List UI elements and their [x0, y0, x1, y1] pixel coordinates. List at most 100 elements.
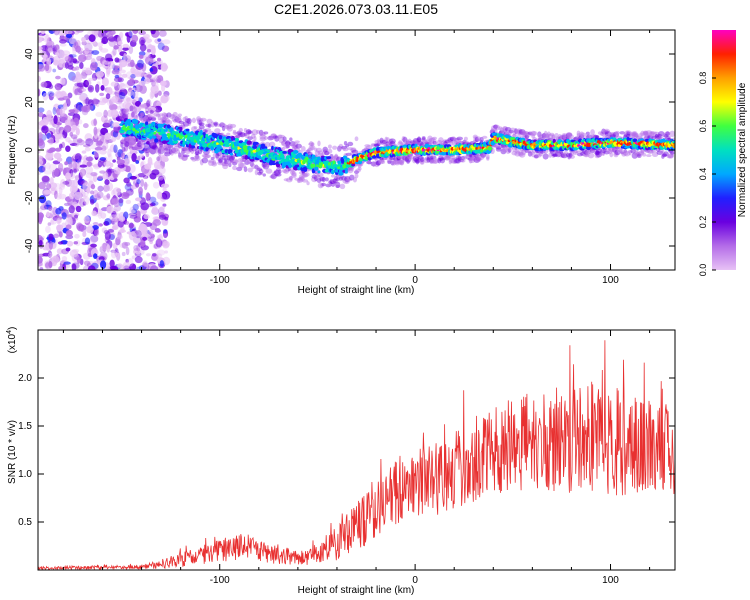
noise-cell	[128, 30, 134, 37]
noise-cell	[156, 235, 162, 239]
noise-cell	[99, 92, 105, 97]
noise-cell	[150, 47, 156, 56]
halo-cell	[176, 116, 181, 124]
noise-cell	[79, 164, 88, 168]
noise-cell	[69, 131, 74, 137]
noise-cell	[94, 146, 103, 151]
halo-cell	[145, 110, 149, 114]
noise-cell	[46, 109, 53, 119]
halo-cell	[258, 168, 264, 174]
halo-cell	[177, 118, 182, 123]
noise-cell	[91, 210, 97, 217]
halo-cell	[225, 155, 232, 161]
halo-cell	[226, 132, 231, 136]
noise-cell	[86, 161, 92, 167]
noise-cell	[47, 47, 54, 53]
noise-cell	[102, 61, 111, 65]
noise-cell	[65, 30, 73, 35]
noise-cell	[117, 41, 123, 46]
halo-cell	[251, 163, 256, 170]
noise-cell	[60, 90, 67, 97]
halo-cell	[246, 159, 251, 164]
noise-cell	[114, 252, 120, 257]
ridge-cell	[185, 128, 190, 132]
halo-cell	[247, 130, 253, 134]
noise-cell	[132, 89, 139, 99]
noise-cell	[145, 253, 151, 257]
noise-cell	[83, 196, 90, 206]
halo-cell	[203, 153, 210, 159]
noise-cell	[99, 170, 106, 174]
noise-cell	[79, 61, 84, 70]
halo-cell	[146, 114, 151, 121]
halo-cell	[210, 121, 215, 128]
colorbar-label: Normalized spectral amplitude	[737, 82, 748, 217]
noise-cell	[60, 178, 66, 188]
noise-cell	[99, 157, 107, 162]
noise-cell	[103, 185, 108, 193]
noise-cell	[54, 44, 60, 51]
ridge-cell	[246, 140, 252, 145]
noise-cell	[63, 125, 72, 133]
halo-cell	[138, 115, 143, 121]
ridge-cell	[229, 152, 234, 156]
noise-cell	[102, 171, 109, 180]
noise-cell	[142, 260, 149, 267]
noise-cell	[66, 240, 74, 247]
noise-cell	[45, 225, 51, 234]
spectrogram-heatmap	[38, 30, 675, 270]
halo-cell	[153, 111, 160, 117]
halo-cell	[669, 130, 675, 138]
noise-cell	[131, 255, 137, 260]
halo-cell	[178, 154, 185, 160]
halo-cell	[147, 116, 153, 121]
y-tick-label: 1.5	[18, 421, 32, 432]
noise-cell	[81, 88, 87, 92]
ridge-cell	[145, 121, 149, 125]
noise-cell	[156, 156, 161, 162]
halo-cell	[220, 123, 227, 128]
noise-cell	[131, 153, 137, 163]
halo-cell	[198, 124, 205, 130]
halo-cell	[420, 157, 425, 163]
noise-cell	[109, 30, 116, 35]
noise-cell	[117, 77, 124, 83]
halo-cell	[232, 165, 237, 171]
noise-cell	[142, 114, 149, 122]
halo-cell	[129, 105, 134, 112]
noise-cell	[127, 257, 134, 267]
noise-cell	[114, 219, 119, 229]
halo-cell	[191, 126, 197, 132]
noise-cell	[59, 43, 67, 47]
ridge-cell	[199, 129, 203, 135]
noise-cell	[64, 61, 69, 69]
noise-cell	[47, 149, 54, 154]
halo-cell	[191, 117, 197, 124]
halo-cell	[172, 147, 179, 152]
noise-cell	[96, 140, 103, 146]
noise-cell	[119, 69, 126, 74]
noise-cell	[161, 154, 169, 163]
noise-cell	[96, 55, 104, 62]
halo-cell	[354, 173, 359, 179]
halo-cell	[215, 155, 222, 162]
halo-cell	[149, 109, 154, 114]
noise-cell	[56, 157, 63, 162]
noise-cell	[90, 183, 96, 190]
halo-cell	[169, 114, 175, 120]
noise-cell	[96, 42, 104, 48]
noise-cell	[72, 66, 80, 71]
noise-cell	[91, 50, 100, 55]
noise-cell	[53, 233, 60, 239]
noise-cell	[138, 186, 143, 196]
noise-cell	[161, 190, 171, 200]
halo-cell	[221, 155, 226, 161]
noise-cell	[143, 181, 148, 191]
halo-cell	[646, 154, 652, 158]
halo-cell	[136, 142, 142, 148]
noise-cell	[55, 192, 62, 200]
noise-cell	[163, 229, 168, 234]
noise-cell	[114, 74, 120, 79]
noise-cell	[162, 203, 167, 207]
halo-cell	[131, 136, 135, 140]
